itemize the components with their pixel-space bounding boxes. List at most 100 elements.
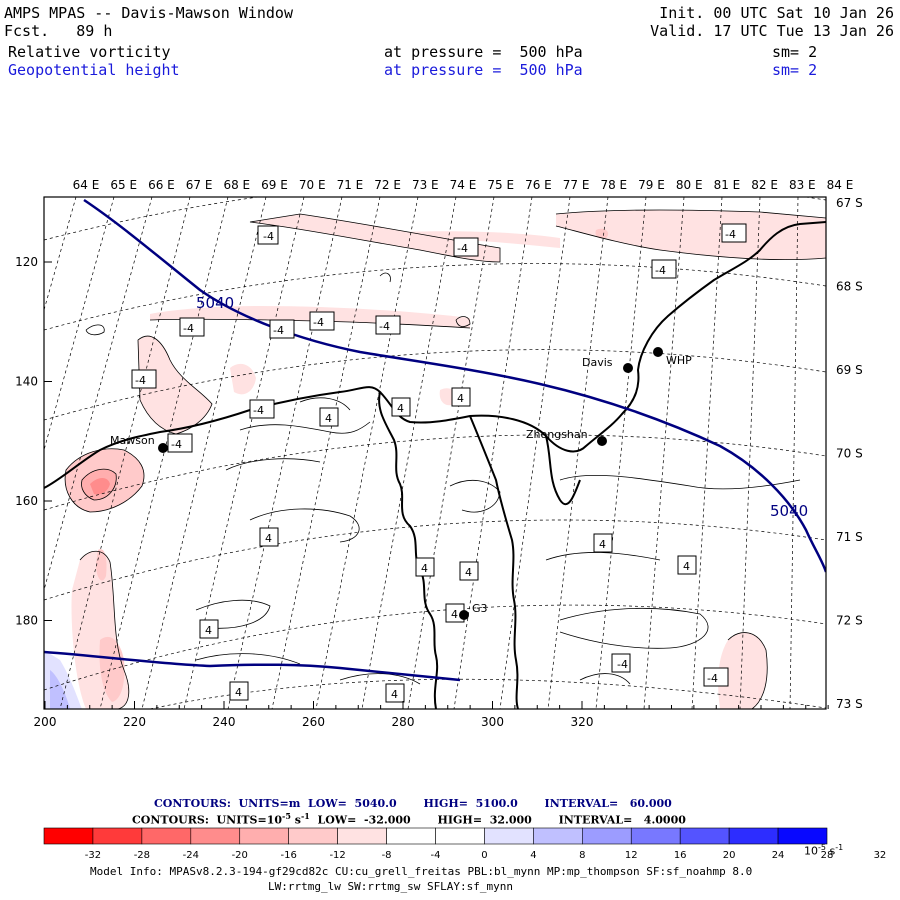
longitude-label: 81 E — [714, 178, 741, 192]
vort-label: 4 — [451, 387, 471, 407]
station-marker — [597, 436, 607, 446]
longitude-label: 76 E — [525, 178, 552, 192]
longitude-label: 72 E — [374, 178, 401, 192]
colorbar-swatch — [239, 827, 289, 845]
vort-label: -4 — [131, 369, 157, 389]
height-label: 5040 — [770, 502, 808, 520]
svg-text:-4: -4 — [135, 374, 146, 387]
colorbar-tick-label: -4 — [431, 850, 441, 861]
svg-text:-4: -4 — [655, 264, 666, 277]
coastline — [44, 221, 826, 709]
svg-text:-4: -4 — [457, 242, 468, 255]
svg-text:-4: -4 — [617, 658, 628, 671]
height-label: 5040 — [196, 294, 234, 312]
stations: Mawson Davis WHP Zhongshan G3 — [110, 347, 692, 620]
longitude-label: 71 E — [337, 178, 364, 192]
longitude-label: 69 E — [261, 178, 288, 192]
vort-label: -4 — [651, 259, 677, 279]
svg-text:4: 4 — [599, 538, 606, 551]
vort-label: 4 — [259, 527, 279, 547]
height-contour-info: CONTOURS: UNITS=m LOW= 5040.0 HIGH= 5100… — [154, 797, 672, 810]
colorbar-swatch — [777, 827, 828, 845]
x-tick-label: 260 — [302, 715, 325, 729]
right-latitude-labels: 67 S 68 S 69 S 70 S 71 S 72 S 73 S — [836, 196, 863, 711]
longitude-label: 66 E — [148, 178, 175, 192]
field1-name: Relative vorticity — [8, 43, 171, 61]
colorbar-tick-label: 32 — [874, 850, 887, 861]
colorbar-tick-label: 28 — [821, 850, 834, 861]
station-marker — [158, 443, 168, 453]
map-plot: 5040 5040 -4 -4 -4 -4 -4 -4 -4 -4 -4 -4 … — [15, 178, 863, 729]
colorbar-tick-label: 0 — [481, 850, 487, 861]
longitude-label: 73 E — [412, 178, 439, 192]
vort-label: 4 — [593, 533, 613, 553]
colorbar-swatch — [337, 827, 387, 845]
field2-smoothing: sm= 2 — [772, 61, 818, 79]
x-tick-label: 200 — [34, 715, 57, 729]
colorbar-swatch — [533, 827, 583, 845]
svg-text:4: 4 — [451, 608, 458, 621]
colorbar-tick-label: 4 — [530, 850, 536, 861]
top-longitude-labels: 64 E 65 E 66 E 67 E 68 E 69 E 70 E 71 E 72 E 73 E… — [73, 178, 854, 192]
x-tick-label: 320 — [571, 715, 594, 729]
vort-label: 4 — [415, 557, 435, 577]
colorbar-tick-label: 12 — [625, 850, 638, 861]
colorbar-swatch — [92, 827, 143, 845]
colorbar-swatch — [386, 827, 436, 845]
svg-text:4: 4 — [325, 412, 332, 425]
colorbar: -32 -28 -24 -20 -16 -12 -8 -4 0 4 8 12 16 20 24 28 32 — [43, 827, 887, 861]
colorbar-tick-label: -24 — [183, 850, 199, 861]
longitude-label: 65 E — [110, 178, 137, 192]
latitude-label: 73 S — [836, 697, 863, 711]
plot-frame — [43, 196, 827, 710]
vort-label: -4 — [257, 225, 279, 245]
x-axis-ticks: 200 220 240 260 280 300 320 — [34, 701, 829, 729]
forecast-hour: Fcst. 89 h — [4, 22, 113, 40]
svg-text:4: 4 — [683, 560, 690, 573]
vort-label: -4 — [721, 223, 747, 243]
longitude-label: 64 E — [73, 178, 100, 192]
svg-text:4: 4 — [465, 566, 472, 579]
vort-contour-info: CONTOURS: UNITS=10-5 s-1 LOW= -32.000 HI… — [132, 811, 686, 827]
colorbar-tick-label: -32 — [85, 850, 101, 861]
svg-text:-4: -4 — [253, 404, 264, 417]
colorbar-tick-label: -20 — [232, 850, 248, 861]
vort-labels: -4 -4 -4 -4 -4 -4 -4 -4 -4 -4 -4 4 4 4 4… — [131, 223, 747, 703]
station-name: WHP — [666, 354, 692, 367]
latitude-label: 68 S — [836, 280, 863, 294]
colorbar-tick-label: 16 — [674, 850, 687, 861]
x-tick-label: 280 — [392, 715, 415, 729]
station-name: Mawson — [110, 434, 155, 447]
svg-text:4: 4 — [391, 688, 398, 701]
svg-text:4: 4 — [205, 624, 212, 637]
colorbar-swatch — [435, 827, 485, 845]
svg-text:4: 4 — [421, 562, 428, 575]
vort-label: 4 — [385, 683, 405, 703]
colorbar-tick-label: -28 — [134, 850, 150, 861]
vort-label: 4 — [677, 555, 697, 575]
svg-text:4: 4 — [235, 686, 242, 699]
colorbar-tick-label: 8 — [579, 850, 585, 861]
field2-name: Geopotential height — [8, 61, 180, 79]
vort-label: -4 — [611, 653, 631, 673]
y-axis-ticks: 120 140 160 180 — [15, 255, 52, 628]
svg-text:4: 4 — [397, 402, 404, 415]
vort-label: -4 — [375, 315, 401, 335]
colorbar-swatch — [582, 827, 632, 845]
height-contours — [44, 198, 826, 682]
svg-text:-4: -4 — [313, 316, 324, 329]
svg-text:4: 4 — [457, 392, 464, 405]
vort-label: 4 — [391, 397, 411, 417]
colorbar-swatch — [679, 827, 730, 845]
model-info: Model Info: MPASv8.2.3-194-gf29cd82c CU:… — [90, 865, 753, 878]
vort-label: -4 — [703, 667, 729, 687]
vort-label: -4 — [453, 237, 479, 257]
svg-text:-4: -4 — [183, 322, 194, 335]
vort-label: -4 — [179, 317, 205, 337]
colorbar-swatch — [728, 827, 779, 845]
vort-label: -4 — [269, 319, 295, 339]
svg-text:-4: -4 — [171, 438, 182, 451]
x-tick-label: 300 — [481, 715, 504, 729]
latitude-label: 67 S — [836, 196, 863, 210]
